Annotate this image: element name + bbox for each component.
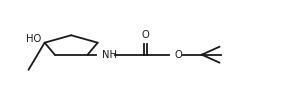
Text: HO: HO — [27, 34, 42, 44]
Text: O: O — [174, 50, 182, 60]
Text: NH: NH — [102, 50, 117, 60]
Text: O: O — [142, 30, 150, 40]
